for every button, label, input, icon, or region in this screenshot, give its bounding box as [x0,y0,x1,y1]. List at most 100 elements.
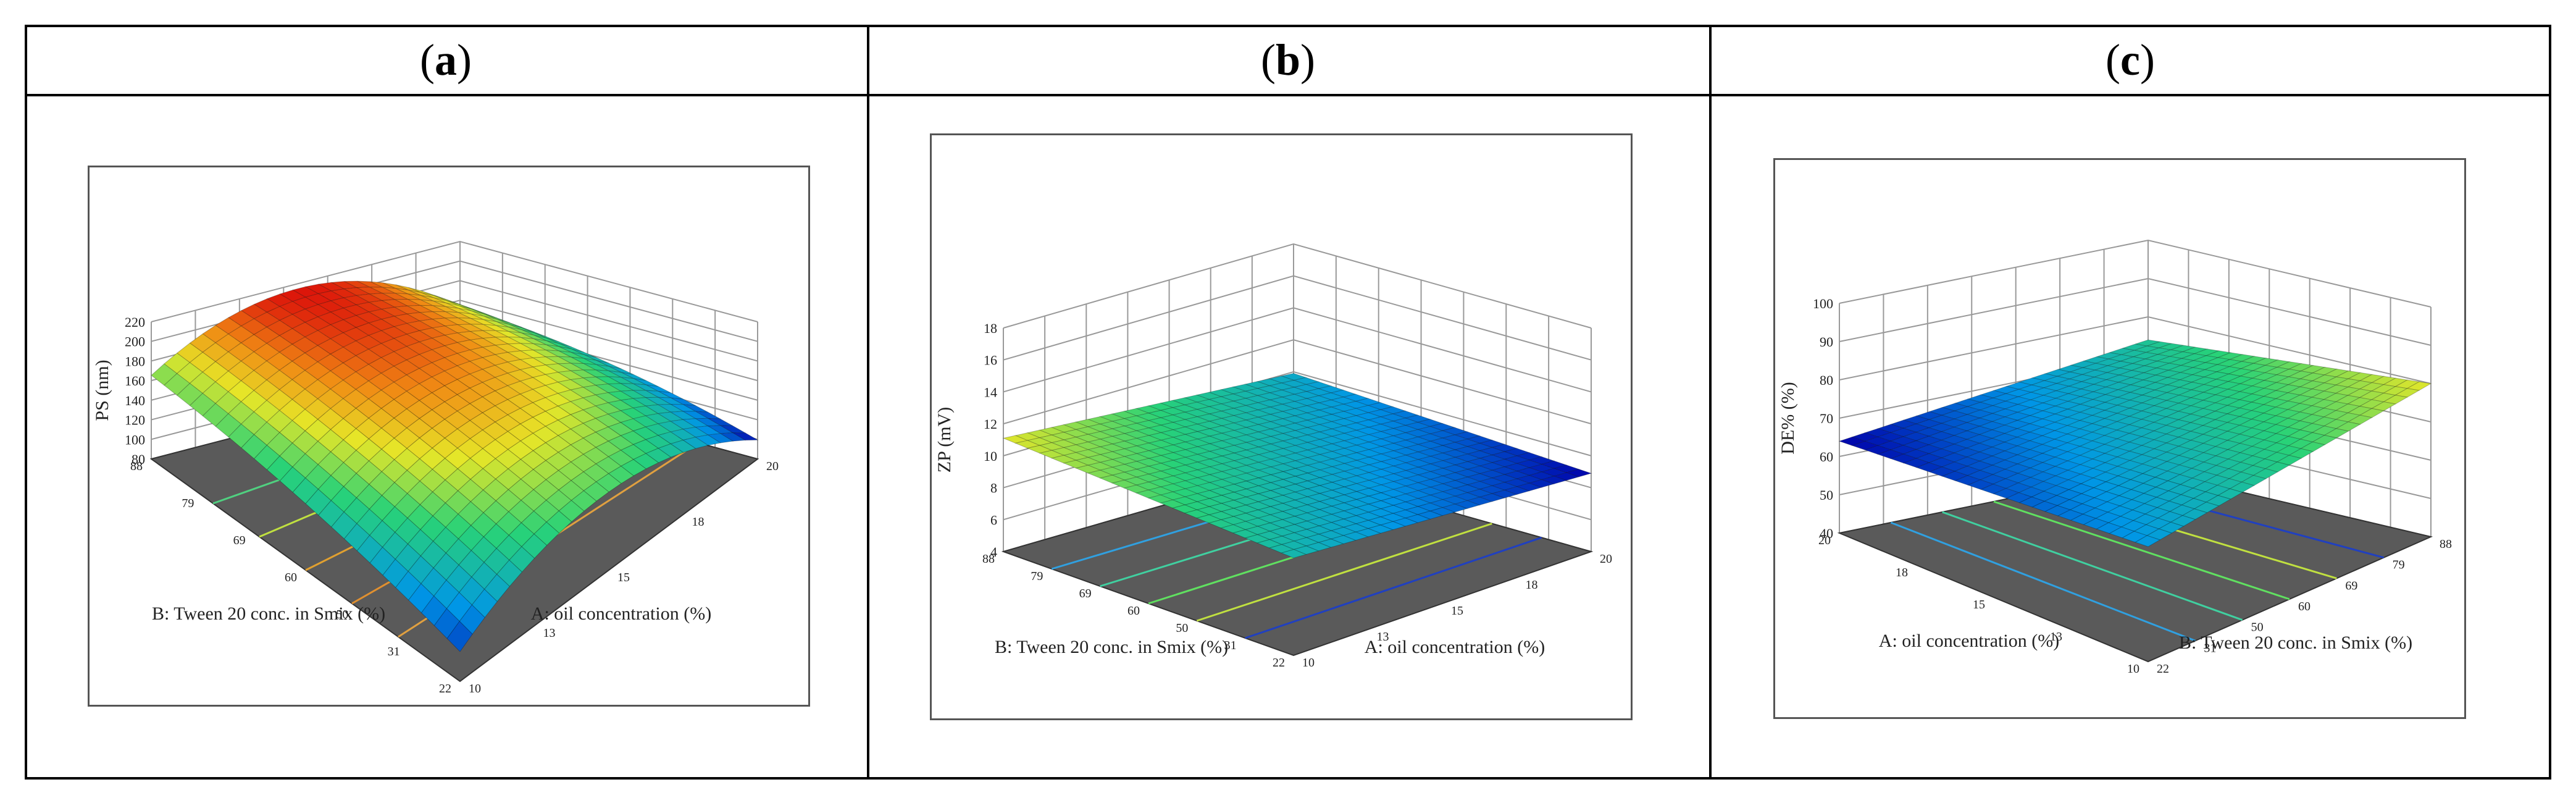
x-axis-title: A: oil concentration (%) [1365,637,1545,657]
y-tick-label: 79 [182,497,194,510]
y-tick-label: 50 [336,608,348,621]
surface-cell [1280,549,1307,558]
surface-plot-ps: 80 100 120 140 160 180 200 220 10 13 15 18 20 88 79 69 6… [88,166,810,707]
header-divider [25,94,2551,96]
surface-cell [446,621,473,652]
response-surface [1002,372,1592,558]
surface-plot-zp-svg: 4 6 8 10 12 14 16 18 10 13 15 18 20 88 79 69 60 50 31 22 ZP … [934,243,1612,670]
wall-grid-line [1839,277,2432,346]
x-tick-label: 20 [1818,534,1831,547]
y-tick-label: 50 [1176,621,1188,635]
x-tick-label: 20 [1600,552,1612,566]
x-tick-label: 15 [617,571,630,584]
wall-grid-line [1003,307,1592,393]
y-tick-label: 79 [1031,570,1043,583]
y-tick-label: 79 [2393,558,2405,572]
response-surface [1838,339,2432,547]
x-tick-label: 10 [2127,662,2139,676]
y-tick-label: 22 [439,682,451,696]
floor-axis-labels: 10 13 15 18 20 88 79 69 60 50 31 22 [982,552,1612,670]
surface-plot-de: 40 50 60 70 80 90 100 20 18 15 13 10 22 31 50 60 69 79 88 D… [1773,158,2466,719]
x-axis-title: A: oil concentration (%) [1879,631,2059,651]
z-tick-label: 18 [984,321,997,336]
y-tick-label: 69 [1079,587,1092,600]
z-tick-label: 8 [990,481,997,496]
y-tick-label: 88 [2440,537,2452,551]
surface-plot-de-svg: 40 50 60 70 80 90 100 20 18 15 13 10 22 31 50 60 69 79 88 D… [1778,239,2452,676]
floor-contour [1942,511,2243,621]
z-axis-title: ZP (mV) [934,407,955,473]
x-tick-label: 10 [1302,656,1315,670]
figure-table: (a) (b) (c) 80 100 120 140 160 180 200 220 10 13 1… [25,25,2551,780]
wall-grid-line [151,240,758,322]
z-tick-label: 60 [1820,449,1833,465]
floor-contour [1993,500,2290,600]
z-tick-label: 160 [125,373,145,389]
wall-grid-line [1839,239,2432,308]
x-tick-label: 18 [1896,566,1908,579]
table-border-bottom [25,777,2551,780]
z-tick-label: 40 [1820,526,1833,541]
wall-grid-line [1003,275,1592,361]
panel-heading-a: (a) [420,35,472,85]
y-tick-label: 22 [2157,662,2169,676]
y-axis-title: B: Tween 20 conc. in Smix (%) [995,637,1228,657]
table-border-top [25,25,2551,27]
x-tick-label: 13 [1377,630,1389,644]
z-tick-label: 50 [1820,487,1833,503]
z-tick-label: 100 [1813,296,1833,311]
surface-plot-ps-svg: 80 100 120 140 160 180 200 220 10 13 15 18 20 88 79 69 6… [92,240,779,696]
y-tick-label: 31 [1224,639,1237,652]
y-axis-title: B: Tween 20 conc. in Smix (%) [152,603,385,624]
panel-heading-b: (b) [1260,35,1315,85]
z-tick-label: 14 [984,384,997,400]
x-tick-label: 10 [469,682,481,696]
z-tick-label: 200 [125,334,145,350]
z-tick-label: 4 [990,544,997,560]
floor-axis-labels: 10 13 15 18 20 88 79 69 60 50 31 22 [130,460,779,696]
surface-cell [2134,535,2161,547]
z-tick-label: 120 [125,413,145,428]
x-tick-label: 13 [2050,630,2062,644]
x-tick-label: 20 [766,460,779,473]
z-tick-label: 220 [125,314,145,330]
y-tick-label: 60 [1127,604,1140,618]
z-tick-label: 16 [984,353,997,368]
z-tick-label: 180 [125,353,145,369]
floor-contour [1196,523,1492,622]
surface-plot-zp: 4 6 8 10 12 14 16 18 10 13 15 18 20 88 79 69 60 50 31 22 ZP … [930,133,1633,720]
z-tick-label: 140 [125,393,145,408]
y-tick-label: 88 [130,460,143,473]
x-tick-label: 15 [1973,598,1985,612]
table-border-right [2549,25,2551,780]
floor-contour [1890,521,2196,642]
y-tick-label: 31 [388,645,400,658]
z-axis-title: PS (nm) [92,359,112,421]
floor-contour [1245,536,1542,639]
z-tick-label: 80 [132,452,145,467]
column-divider-1 [867,25,869,780]
y-tick-label: 50 [2251,621,2264,634]
y-axis-title: B: Tween 20 conc. in Smix (%) [2179,633,2412,653]
y-tick-label: 22 [1273,656,1285,670]
z-tick-label: 12 [984,416,997,432]
column-divider-2 [1709,25,1712,780]
table-border-left [25,25,27,780]
y-tick-label: 69 [2345,579,2357,592]
z-tick-label: 6 [990,512,997,528]
z-tick-label: 100 [125,432,145,447]
z-tick-label: 90 [1820,334,1833,350]
z-tick-label: 80 [1820,372,1833,388]
y-tick-label: 60 [2298,600,2310,613]
wall-grid-line [1003,243,1592,329]
z-axis-title: DE% (%) [1778,382,1798,454]
z-tick-label: 70 [1820,411,1833,426]
x-tick-label: 13 [543,626,556,640]
floor-axis-labels: 20 18 15 13 10 22 31 50 60 69 79 88 [1818,534,2452,676]
y-tick-label: 60 [285,571,297,584]
y-tick-label: 31 [2204,641,2216,655]
x-axis-title: A: oil concentration (%) [531,603,711,624]
y-tick-label: 88 [982,552,995,566]
y-tick-label: 69 [233,534,246,547]
wall-grid-line [1839,316,2432,384]
